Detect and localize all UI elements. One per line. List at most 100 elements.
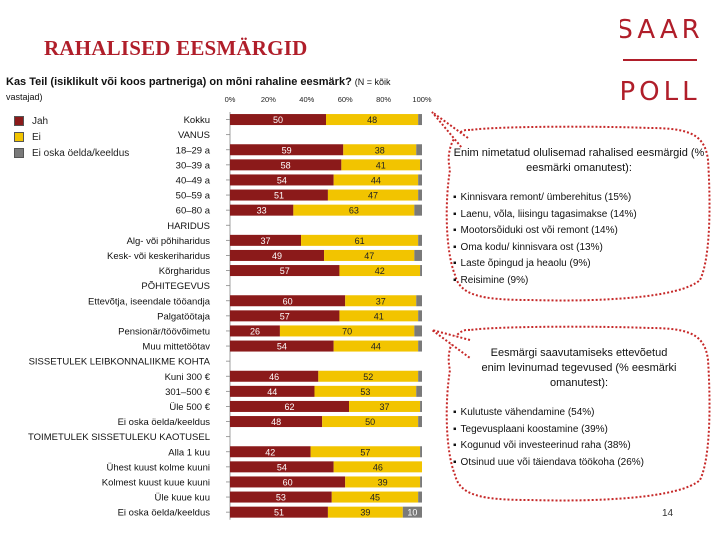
bar-segment-jah [230,476,346,488]
chart-legend: Jah Ei Ei oska öelda/keeldus [14,113,129,161]
data-label: 48 [367,115,377,125]
bar-segment-jah [230,340,334,352]
x-tick-label: 100% [412,95,432,104]
bar-segment-eos [414,204,422,216]
bar-segment-eos [418,189,422,201]
row-label: 50–59 a [176,191,211,202]
data-label: 51 [274,508,284,518]
row-label: Kesk- või keskeriharidus [107,251,210,262]
data-label: 50 [365,417,375,427]
bar-segment-jah [230,114,326,126]
bar-segment-eos [420,476,422,488]
category-header-label: VANUS [178,130,210,141]
bar-segment-ei [318,370,419,382]
callout1: Enim nimetatud olulisemad rahalised eesm… [453,146,705,289]
bar-segment-ei [322,416,419,428]
callout2-title: Eesmärgi saavutamiseks ettevõetud enim l… [481,347,677,389]
legend-item-jah: Jah [14,113,129,129]
data-label: 58 [281,160,291,170]
row-label: Ühest kuust kolme kuuni [107,462,211,473]
bar-segment-ei [310,446,421,458]
bar-segment-jah [230,385,315,397]
row-label: Alg- või põhiharidus [127,236,211,247]
legend-item-ei: Ei [14,129,129,145]
row-label: Ei oska öelda/keeldus [118,508,211,519]
bar-segment-ei [327,506,403,518]
category-header-label: SISSETULEK LEIBKONNALIIKME KOHTA [29,357,211,368]
row-label: Üle 500 € [169,402,210,413]
legend-swatch-eos [14,148,24,158]
bar-segment-eos [420,265,422,277]
x-tick-label: 0% [225,95,236,104]
data-label: 47 [364,251,374,261]
page-number: 14 [662,508,674,519]
callout1-item: Laste õpingud ja heaolu (9%) [453,256,705,273]
bar-segment-ei [293,204,415,216]
logo-bottom-text: POLL [620,77,700,105]
category-header-label: TOIMETULEK SISSETULEKU KAOTUSEL [28,432,210,443]
data-label: 60 [283,296,293,306]
row-label: Alla 1 kuu [168,447,210,458]
callout1-item: Oma kodu/ kinnisvara ost (13%) [453,240,705,257]
data-label: 59 [282,145,292,155]
question-main: Kas Teil (isiklikult või koos partneriga… [6,76,352,88]
bar-segment-ei [326,114,419,126]
data-label: 54 [277,342,287,352]
data-label: 63 [349,206,359,216]
data-label: 37 [261,236,271,246]
bar-segment-eos [416,295,422,307]
category-header-label: PÕHITEGEVUS [141,281,210,292]
bar-segment-ei [333,461,422,473]
data-label: 44 [371,342,381,352]
legend-label-eos: Ei oska öelda/keeldus [32,147,130,159]
row-label: Üle kuue kuu [155,493,210,504]
data-label: 10 [407,508,417,518]
legend-swatch-ei [14,132,24,142]
bar-segment-jah [230,144,344,156]
data-label: 39 [378,477,388,487]
callout2-item: Tegevusplaani koostamine (39%) [453,422,705,439]
bar-segment-ei [331,491,419,503]
data-label: 53 [360,387,370,397]
legend-label-jah: Jah [32,115,49,127]
data-label: 54 [277,175,287,185]
category-header-label: HARIDUS [167,221,210,232]
bar-segment-ei [301,234,419,246]
bar-segment-jah [230,461,334,473]
data-label: 44 [371,175,381,185]
bar-segment-eos [414,325,422,337]
x-tick-label: 20% [261,95,276,104]
data-label: 57 [280,311,290,321]
data-label: 70 [342,326,352,336]
callout2-item: Otsinud uue või täiendava töökoha (26%) [453,455,705,472]
bar-segment-eos [414,249,422,261]
callout2-item: Kogunud või investeerinud raha (38%) [453,438,705,455]
data-label: 50 [273,115,283,125]
bar-segment-ei [333,174,419,186]
data-label: 49 [272,251,282,261]
data-label: 42 [375,266,385,276]
row-label: Pensionär/töövõimetu [118,326,210,337]
bar-segment-ei [279,325,415,337]
data-label: 61 [355,236,365,246]
data-label: 53 [276,493,286,503]
bar-segment-ei [339,310,419,322]
bar-segment-eos [418,491,422,503]
bar-segment-eos [416,385,422,397]
legend-item-eos: Ei oska öelda/keeldus [14,145,129,161]
question-note2: vastajad) [6,92,43,102]
row-label: 60–80 a [176,206,211,217]
bar-segment-eos [418,416,422,428]
logo-top-text: SAAR [620,15,700,45]
data-label: 51 [274,191,284,201]
data-label: 37 [380,402,390,412]
data-label: 26 [250,326,260,336]
bar-segment-ei [333,340,419,352]
data-label: 46 [269,372,279,382]
callout1-list: Kinnisvara remont/ ümberehitus (15%) Lae… [453,190,705,289]
data-label: 38 [375,145,385,155]
row-label: Kolmest kuust kuue kuuni [102,477,210,488]
row-label: Kõrgharidus [159,266,210,277]
bar-segment-eos [420,446,422,458]
